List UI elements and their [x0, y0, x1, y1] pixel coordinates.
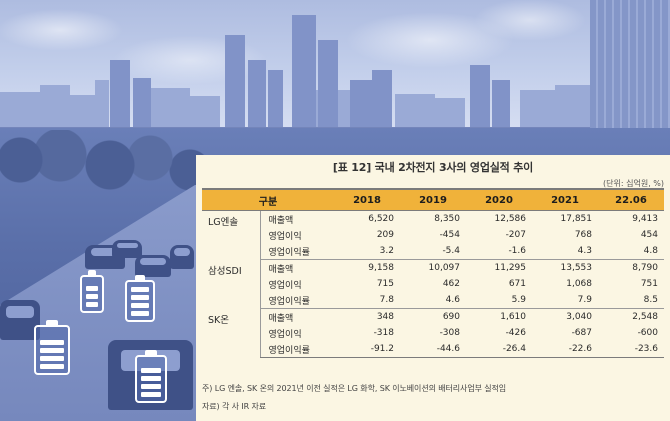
table-header-row: 구분 2018 2019 2020 2021 22.06 — [202, 188, 664, 211]
value-cell: -91.2 — [334, 341, 400, 358]
header-category: 구분 — [202, 188, 334, 211]
footnote: 주) LG 엔솔, SK 온의 2021년 이전 실적은 LG 화학, SK 이… — [202, 384, 507, 393]
unit-label: (단위: 십억원, %) — [603, 179, 664, 188]
metric-label: 매출액 — [259, 308, 334, 325]
value-cell: 768 — [574, 230, 592, 240]
value-cell: 1,068 — [566, 279, 592, 289]
value-cell: 6,520 — [368, 214, 394, 224]
value-cell: 10,097 — [428, 263, 461, 273]
value-cell: -23.6 — [598, 341, 664, 358]
value-cell: 13,553 — [560, 263, 593, 273]
metric-label: 영업이익 — [259, 325, 334, 341]
source-note: 자료) 각 사 IR 자료 — [202, 402, 267, 411]
value-cell: 8,790 — [632, 263, 658, 273]
car — [0, 300, 40, 340]
header-year: 2018 — [334, 188, 400, 211]
performance-table: 구분 2018 2019 2020 2021 22.06 LG엔솔 매출액 6,52… — [202, 188, 664, 358]
battery-icon — [34, 320, 70, 375]
value-cell: 209 — [376, 230, 394, 240]
value-cell: 751 — [640, 279, 658, 289]
metric-label: 영업이익률 — [259, 243, 334, 260]
value-cell: -5.4 — [400, 243, 466, 260]
car — [112, 240, 142, 258]
table-title: [표 12] 국내 2차전지 3사의 영업실적 추이 — [332, 161, 534, 174]
table-row: 영업이익 209 -454 -207 768 454 — [202, 227, 664, 243]
table-row: 영업이익률 -91.2 -44.6 -26.4 -22.6 -23.6 — [202, 341, 664, 358]
value-cell: -207 — [505, 230, 526, 240]
value-cell: -426 — [505, 328, 526, 338]
value-cell: 9,413 — [632, 214, 658, 224]
value-cell: -318 — [373, 328, 394, 338]
header-year: 2021 — [532, 188, 598, 211]
value-cell: -44.6 — [400, 341, 466, 358]
company-name: 삼성SDI — [208, 265, 242, 277]
value-cell: 3,040 — [566, 312, 592, 322]
value-cell: 11,295 — [494, 263, 527, 273]
company-name: LG엔솔 — [208, 217, 239, 228]
value-cell: 4.3 — [532, 243, 598, 260]
value-cell: -1.6 — [466, 243, 532, 260]
value-cell: 5.9 — [466, 292, 532, 309]
metric-label: 영업이익률 — [259, 292, 334, 309]
header-year: 2019 — [400, 188, 466, 211]
value-cell: 4.8 — [598, 243, 664, 260]
car — [170, 245, 194, 269]
value-cell: -600 — [637, 328, 658, 338]
value-cell: 8.5 — [598, 292, 664, 309]
table-row: SK온 매출액 348 690 1,610 3,040 2,548 — [202, 308, 664, 326]
value-cell: 1,610 — [500, 312, 526, 322]
value-cell: -454 — [439, 230, 460, 240]
company-name: SK온 — [208, 314, 230, 326]
metric-label: 영업이익률 — [259, 341, 334, 358]
value-cell: 690 — [442, 312, 460, 322]
value-cell: 8,350 — [434, 214, 460, 224]
table-row: 영업이익 715 462 671 1,068 751 — [202, 276, 664, 292]
table-body: LG엔솔 매출액 6,520 8,350 12,586 17,851 9,413 영업이익 20… — [202, 210, 664, 358]
header-year: 22.06 — [598, 188, 664, 211]
table-panel: [표 12] 국내 2차전지 3사의 영업실적 추이 (단위: 십억원, %) … — [196, 155, 670, 421]
value-cell: 7.9 — [532, 292, 598, 309]
value-cell: 348 — [376, 312, 394, 322]
value-cell: 454 — [640, 230, 658, 240]
value-cell: -22.6 — [532, 341, 598, 358]
value-cell: 462 — [442, 279, 460, 289]
value-cell: -687 — [571, 328, 592, 338]
metric-label: 영업이익 — [259, 276, 334, 292]
value-cell: 2,548 — [632, 312, 658, 322]
value-cell: 12,586 — [494, 214, 527, 224]
metric-label: 매출액 — [259, 259, 334, 276]
apartment-building — [590, 0, 670, 140]
value-cell: -26.4 — [466, 341, 532, 358]
metric-label: 매출액 — [259, 210, 334, 227]
table-row: 영업이익률 3.2 -5.4 -1.6 4.3 4.8 — [202, 243, 664, 260]
value-cell: 4.6 — [400, 292, 466, 309]
battery-icon — [135, 350, 167, 403]
value-cell: 17,851 — [560, 214, 593, 224]
value-cell: 3.2 — [334, 243, 400, 260]
city-skyline — [0, 15, 595, 133]
battery-icon — [80, 270, 104, 313]
car — [135, 255, 171, 277]
value-cell: -308 — [439, 328, 460, 338]
value-cell: 671 — [508, 279, 526, 289]
metric-label: 영업이익 — [259, 227, 334, 243]
value-cell: 9,158 — [368, 263, 394, 273]
battery-icon — [125, 275, 155, 322]
header-year: 2020 — [466, 188, 532, 211]
value-cell: 7.8 — [334, 292, 400, 309]
value-cell: 715 — [376, 279, 394, 289]
table-row: 삼성SDI 매출액 9,158 10,097 11,295 13,553 8,790 — [202, 259, 664, 277]
table-row: 영업이익률 7.8 4.6 5.9 7.9 8.5 — [202, 292, 664, 309]
table-row: LG엔솔 매출액 6,520 8,350 12,586 17,851 9,413 — [202, 210, 664, 228]
table-row: 영업이익 -318 -308 -426 -687 -600 — [202, 325, 664, 341]
